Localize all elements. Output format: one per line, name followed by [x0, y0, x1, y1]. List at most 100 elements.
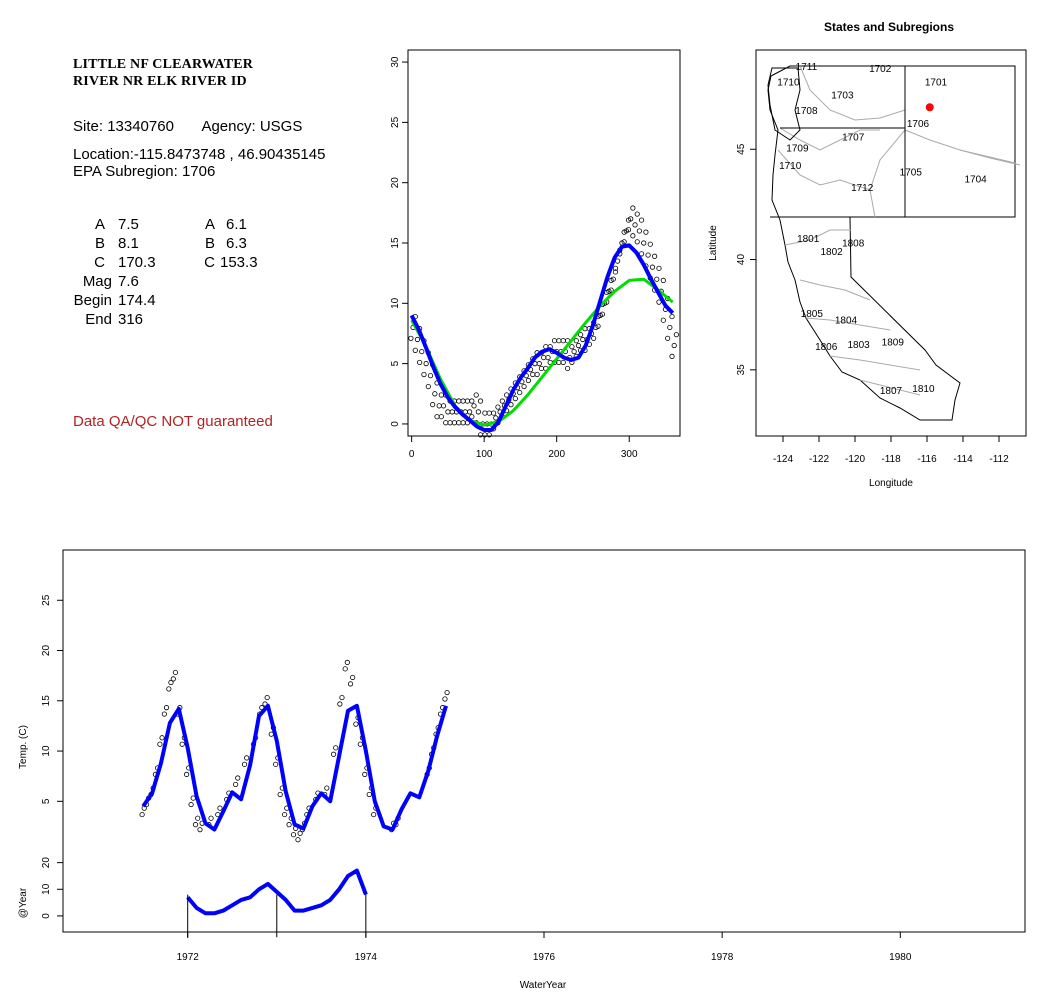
- ts-obs-point-12-1: [195, 815, 201, 821]
- year-tick-label-1: 1974: [355, 952, 378, 963]
- obs-point-18-2: [490, 410, 497, 416]
- subregion-label-1803: 1803: [847, 340, 870, 351]
- obs-point-58-0: [660, 317, 666, 323]
- obs-point-46-1: [610, 276, 616, 282]
- subregion-label-1704: 1704: [964, 174, 987, 185]
- obs-point-14-0: [469, 414, 475, 420]
- param-left-value-0: 7.5: [118, 216, 139, 233]
- ts-obs-point-48-1: [444, 689, 450, 696]
- param-right-value-1: 6.3: [226, 235, 247, 252]
- obs-point-49-0: [621, 239, 627, 245]
- obs-point-46-0: [608, 287, 614, 293]
- obs-point-12-0: [460, 420, 466, 426]
- ts-obs-point-32-1: [324, 785, 330, 791]
- subregion-label-1710: 1710: [779, 161, 802, 172]
- obs-point-11-0: [456, 420, 462, 426]
- obs-point-14-1: [471, 403, 477, 409]
- site-label: Site:: [73, 118, 104, 135]
- obs-point-53-2: [643, 229, 649, 235]
- obs-point-50-2: [630, 205, 636, 211]
- obs-point-6-0: [434, 414, 440, 420]
- obs-point-51-1: [632, 222, 638, 228]
- ts-obs-point-6-0: [166, 686, 172, 692]
- ts-obs-point-24-0: [277, 791, 283, 798]
- ts-smooth-fit-line: [141, 703, 448, 832]
- obs-point-23-0: [508, 402, 514, 408]
- lon-tick-label-4: -116: [917, 454, 937, 465]
- x-tick-label-2: 200: [548, 449, 565, 460]
- ts-obs-point-34-1: [339, 694, 345, 701]
- lon-tick-label-5: -114: [953, 454, 973, 465]
- y-tick-label-4: 20: [390, 177, 401, 189]
- puget-sound-coast: [767, 67, 801, 141]
- obs-point-60-1: [671, 342, 677, 349]
- obs-point-37-1: [571, 348, 577, 355]
- site-line: Site: 13340760 Agency: USGS: [73, 118, 302, 135]
- ts-obs-point-33-0: [331, 751, 337, 757]
- obs-point-44-0: [599, 311, 605, 317]
- subregion-label-1706: 1706: [907, 119, 930, 130]
- temp-tick-label-0: 5: [41, 798, 52, 804]
- subregion-label-1710: 1710: [777, 77, 800, 88]
- obs-point-43-0: [595, 323, 601, 329]
- obs-point-9-1: [449, 409, 455, 415]
- obs-point-19-2: [495, 404, 501, 410]
- obs-point-57-0: [656, 299, 662, 305]
- x-tick-label-1: 100: [476, 449, 493, 460]
- param-left-label-0: A: [94, 216, 105, 233]
- ts-obs-point-18-1: [244, 755, 250, 761]
- ts-obs-point-9-0: [179, 741, 185, 747]
- obs-point-14-2: [473, 392, 479, 398]
- obs-point-19-1: [493, 415, 499, 421]
- obs-point-3-0: [421, 371, 427, 378]
- inset-year-line: [186, 868, 368, 916]
- obs-point-2-1: [419, 348, 425, 355]
- obs-point-30-0: [538, 365, 545, 372]
- subregion-boundaries: [777, 65, 1021, 396]
- obs-point-26-0: [521, 383, 527, 390]
- obs-point-59-2: [669, 313, 675, 320]
- year-tick-label-0: 1972: [177, 952, 200, 963]
- obs-point-56-2: [656, 265, 662, 271]
- param-right-value-0: 6.1: [226, 216, 247, 233]
- ts-obs-point-21-1: [264, 694, 270, 701]
- year-tick-label-2: 1976: [533, 952, 556, 963]
- ts-obs-point-28-1: [297, 830, 303, 836]
- subregion-label-1709: 1709: [786, 143, 809, 154]
- obs-point-15-2: [477, 398, 484, 404]
- temp-tick-label-2: 15: [41, 695, 52, 707]
- region-outline: [767, 65, 1016, 421]
- temp-tick-label-1: 10: [41, 745, 52, 757]
- obs-point-47-0: [612, 269, 619, 275]
- subregion-label-1802: 1802: [820, 247, 843, 258]
- year-tick-label-4: 1980: [889, 952, 912, 963]
- obs-point-25-0: [517, 389, 523, 396]
- subregion-label-1702: 1702: [869, 64, 892, 75]
- subregion-label-1703: 1703: [831, 91, 854, 102]
- lon-tick-label-0: -124: [773, 454, 793, 465]
- obs-point-35-0: [560, 359, 566, 366]
- y-tick-label-3: 15: [390, 237, 401, 249]
- obs-point-55-2: [652, 253, 658, 259]
- obs-point-53-1: [641, 240, 647, 246]
- obs-point-51-2: [634, 211, 640, 217]
- timeseries-chart: Temp. (C) @Year WaterYear 1972 1974 1976 19…: [18, 549, 1026, 991]
- obs-point-57-2: [660, 277, 666, 283]
- ts-obs-point-5-0: [161, 711, 167, 717]
- param-left-label-3: Mag: [82, 273, 112, 290]
- obs-point-27-0: [525, 377, 532, 384]
- param-right-label-0: A: [204, 216, 215, 233]
- inset-ylabel: @Year: [18, 887, 29, 918]
- obs-point-60-2: [673, 332, 679, 338]
- obs-point-34-2: [560, 338, 566, 344]
- ts-obs-point-48-0: [442, 696, 448, 702]
- ts-obs-point-7-1: [172, 669, 179, 676]
- ts-obs-point-7-0: [170, 676, 176, 682]
- subregion-label-1705: 1705: [900, 168, 923, 179]
- obs-point-0-0: [408, 335, 414, 341]
- subregion-label-1708: 1708: [795, 106, 818, 117]
- qa-note: Data QA/QC NOT guaranteed: [73, 413, 273, 430]
- obs-point-38-2: [578, 332, 584, 338]
- obs-point-18-0: [486, 432, 492, 438]
- obs-point-16-2: [482, 410, 488, 416]
